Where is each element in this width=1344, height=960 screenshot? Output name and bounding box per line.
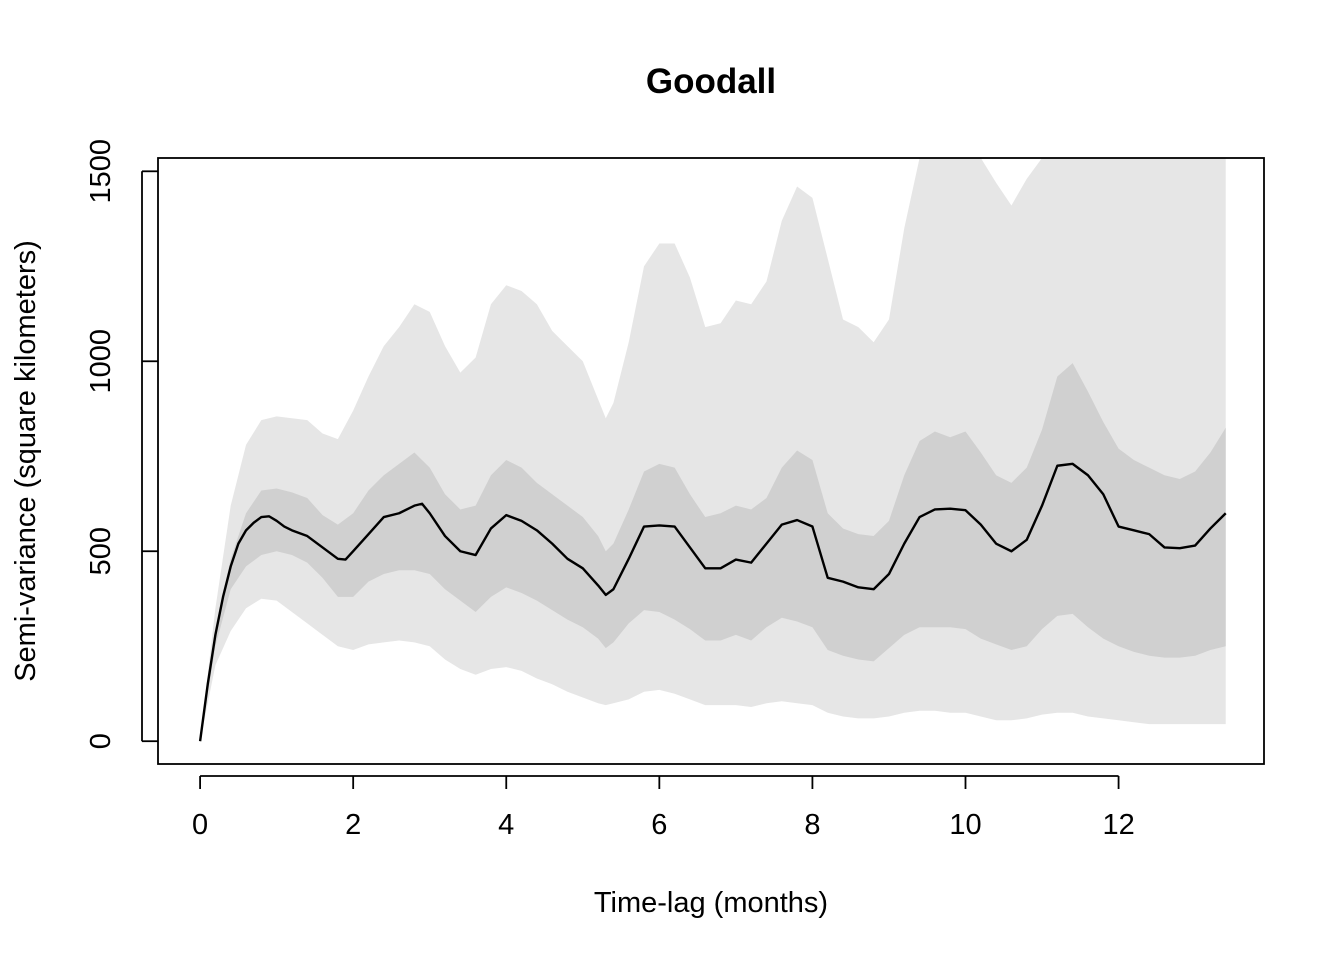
axes: 0 2 4 6 8 10 12 0 500 1000 1500 bbox=[85, 139, 1135, 841]
confidence-bands bbox=[200, 158, 1226, 742]
x-tick-label: 8 bbox=[804, 809, 820, 841]
x-tick-label: 2 bbox=[345, 809, 361, 841]
y-tick-label: 1500 bbox=[85, 139, 117, 204]
series-lines bbox=[198, 462, 1227, 742]
x-tick-label: 10 bbox=[949, 809, 981, 841]
y-tick-label: 1000 bbox=[85, 329, 117, 394]
x-tick-label: 0 bbox=[192, 809, 208, 841]
x-tick-label: 12 bbox=[1102, 809, 1134, 841]
x-tick-label: 4 bbox=[498, 809, 514, 841]
plot-frame bbox=[157, 157, 1265, 765]
x-axis-label: Time-lag (months) bbox=[594, 887, 828, 919]
y-axis-label: Semi-variance (square kilometers) bbox=[10, 240, 42, 682]
semivariance-line-0 bbox=[198, 462, 1227, 742]
y-tick-label: 500 bbox=[85, 527, 117, 575]
y-tick-label: 0 bbox=[85, 733, 117, 749]
x-tick-label: 6 bbox=[651, 809, 667, 841]
inner-confidence-band bbox=[200, 363, 1226, 742]
chart-title: Goodall bbox=[646, 62, 776, 101]
